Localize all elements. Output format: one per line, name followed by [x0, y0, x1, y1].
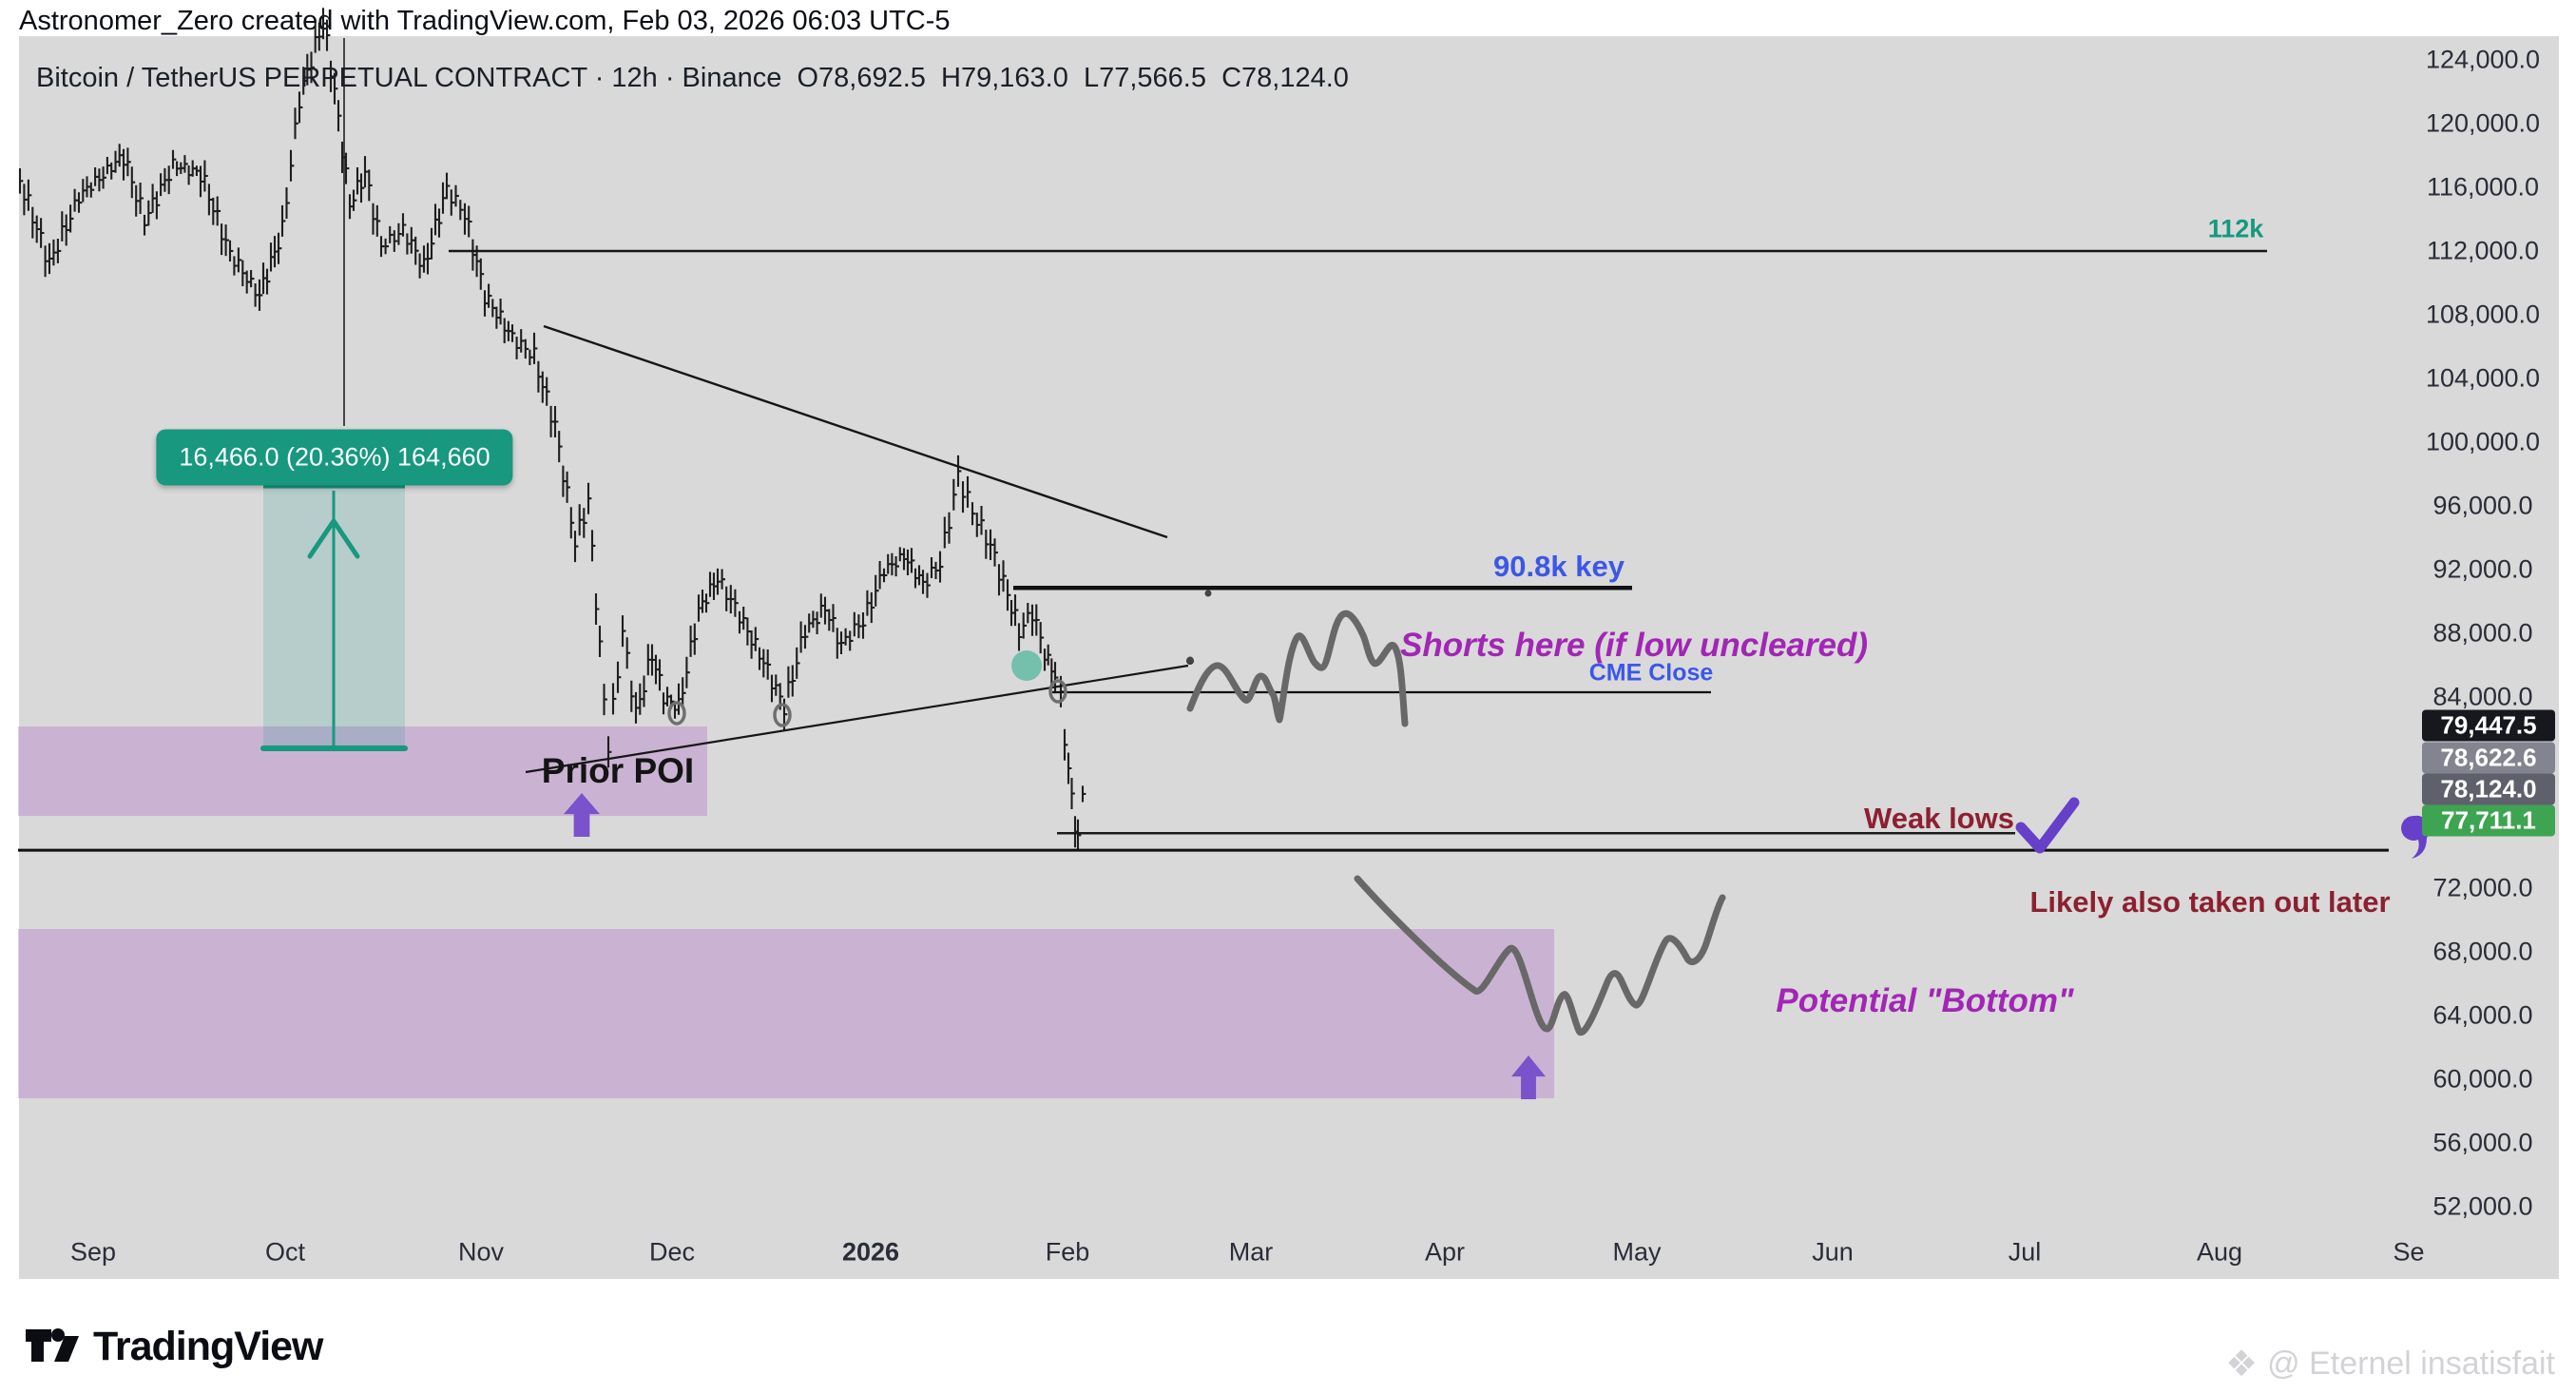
price-tick-label: 72,000.0 — [2432, 873, 2533, 902]
price-tick-label: 88,000.0 — [2432, 618, 2533, 648]
time-axis-label: Mar — [1228, 1237, 1274, 1267]
price-tick-label: 120,000.0 — [2425, 108, 2541, 138]
chart-canvas[interactable] — [0, 0, 2576, 1279]
up-arrow-marker-1[interactable] — [564, 793, 600, 837]
price-tick-label: 56,000.0 — [2432, 1128, 2533, 1157]
time-axis-label: 2026 — [841, 1237, 900, 1267]
price-value-badge: 77,711.1 — [2422, 804, 2555, 837]
price-value-badge: 79,447.5 — [2422, 709, 2555, 742]
price-tick-label: 92,000.0 — [2432, 554, 2533, 584]
time-axis-label: Se — [2393, 1237, 2425, 1267]
tradingview-logo-icon — [25, 1324, 80, 1370]
price-tick-label: 84,000.0 — [2432, 682, 2533, 711]
hand-drawn-squiggle-2[interactable] — [1354, 875, 1726, 1036]
ornament-icon: ❖ — [2225, 1345, 2259, 1384]
price-tick-label: 112,000.0 — [2426, 236, 2540, 265]
annotation-90-8k-key-label[interactable]: 90.8k key — [1493, 550, 1624, 583]
time-axis-label: Nov — [457, 1237, 505, 1267]
chart-attribution-title: Astronomer_Zero created with TradingView… — [19, 6, 951, 36]
candle-series[interactable] — [18, 8, 1086, 851]
time-axis-label: Jul — [2008, 1237, 2042, 1267]
prior-poi-zone[interactable] — [18, 726, 707, 816]
ascending-trendline[interactable] — [525, 664, 1189, 774]
circle-marker-2[interactable] — [773, 703, 792, 727]
price-value-badge: 78,124.0 — [2422, 773, 2555, 805]
annotation-shorts-here-label[interactable]: Shorts here (if low uncleared) — [1399, 627, 1869, 664]
time-axis-label: May — [1612, 1237, 1662, 1267]
price-tick-label: 100,000.0 — [2425, 427, 2541, 456]
potential-bottom-zone[interactable] — [18, 929, 1554, 1098]
watermark-text: @ Eternel insatisfait — [2267, 1346, 2555, 1382]
annotation-112k-label[interactable]: 112k — [2207, 214, 2264, 243]
price-value-badge: 78,622.6 — [2422, 742, 2555, 774]
time-axis-label: Oct — [264, 1237, 306, 1267]
time-axis-label: Jun — [1812, 1237, 1854, 1267]
price-tick-label: 116,000.0 — [2426, 172, 2540, 202]
tradingview-logo[interactable]: TradingView — [25, 1324, 323, 1370]
price-tick-label: 64,000.0 — [2432, 1000, 2533, 1030]
circle-marker-3[interactable] — [1048, 679, 1067, 704]
teal-dot-marker[interactable] — [1011, 650, 1042, 681]
time-axis-label: Aug — [2196, 1237, 2243, 1267]
author-watermark: ❖ @ Eternel insatisfait — [2225, 1343, 2555, 1385]
up-arrow-marker-2[interactable] — [1511, 1055, 1546, 1099]
time-axis-label: Apr — [1424, 1237, 1466, 1267]
checkmark-marker[interactable] — [2015, 797, 2080, 854]
price-tick-label: 60,000.0 — [2432, 1064, 2533, 1094]
time-axis-label: Sep — [69, 1237, 117, 1267]
price-tick-label: 104,000.0 — [2425, 363, 2541, 393]
descending-trendline[interactable] — [543, 324, 1168, 539]
price-tick-label: 108,000.0 — [2425, 300, 2541, 329]
annotation-cme-close-label[interactable]: CME Close — [1588, 659, 1714, 687]
price-tick-label: 96,000.0 — [2432, 491, 2533, 520]
price-tick-label: 68,000.0 — [2432, 937, 2533, 966]
price-tick-label: 52,000.0 — [2432, 1191, 2533, 1221]
annotation-prior-poi-label[interactable]: Prior POI — [541, 751, 695, 790]
symbol-info-bar: Bitcoin / TetherUS PERPETUAL CONTRACT · … — [36, 63, 1349, 93]
circle-marker-1[interactable] — [667, 701, 686, 726]
annotation-weak-lows-label[interactable]: Weak lows — [1864, 802, 2014, 835]
time-axis-label: Feb — [1045, 1237, 1090, 1267]
price-tick-label: 124,000.0 — [2425, 45, 2541, 74]
hand-drawn-squiggle-1[interactable] — [1186, 610, 1409, 727]
price-range-measure-label[interactable]: 16,466.0 (20.36%) 164,660 — [156, 429, 513, 486]
annotation-likely-taken-label[interactable]: Likely also taken out later — [2029, 885, 2391, 919]
time-axis-label: Dec — [648, 1237, 696, 1267]
tradingview-logo-text: TradingView — [93, 1324, 323, 1369]
annotation-potential-bottom-label[interactable]: Potential "Bottom" — [1776, 982, 2074, 1019]
